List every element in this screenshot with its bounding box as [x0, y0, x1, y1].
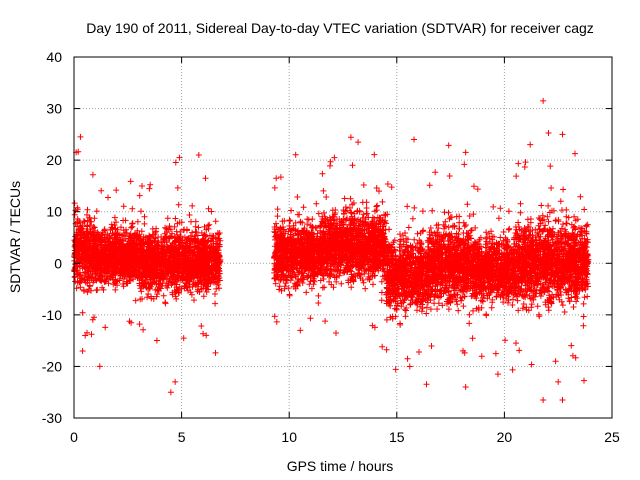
x-tick-label: 25	[604, 429, 620, 445]
y-axis-label: SDTVAR / TECUs	[7, 181, 23, 293]
x-tick-label: 15	[389, 429, 405, 445]
outlier-point	[172, 378, 179, 385]
outlier-point	[462, 384, 469, 391]
outlier-point	[540, 97, 547, 104]
outlier-point	[411, 136, 418, 143]
outlier-point	[355, 139, 362, 146]
plot-frame	[73, 56, 613, 419]
outlier-point	[167, 389, 174, 396]
outlier-point	[331, 154, 338, 161]
outlier-point	[96, 363, 103, 370]
y-tick-label: 30	[46, 101, 62, 117]
tick-labels: 0 5 10 15 20 25 -30 -20 -10 0 10 20 30 40	[42, 49, 620, 445]
outlier-point	[540, 396, 547, 403]
data-points	[71, 97, 592, 403]
x-tick-label: 10	[281, 429, 297, 445]
y-tick-label: 10	[46, 204, 62, 220]
y-tick-label: 20	[46, 152, 62, 168]
outlier-point	[195, 151, 202, 158]
outlier-point	[494, 371, 501, 378]
y-tick-label: -20	[42, 358, 62, 374]
outlier-point	[462, 149, 469, 156]
outlier-point	[77, 133, 84, 140]
outlier-point	[176, 154, 183, 161]
outlier-point	[79, 347, 86, 354]
y-tick-label: 0	[54, 255, 62, 271]
y-tick-label: 40	[46, 49, 62, 65]
x-axis-label: GPS time / hours	[287, 458, 394, 474]
outlier-point	[527, 141, 534, 148]
outlier-point	[404, 355, 411, 362]
chart-title: Day 190 of 2011, Sidereal Day-to-day VTE…	[86, 20, 594, 36]
x-tick-label: 20	[497, 429, 513, 445]
x-tick-label: 0	[70, 429, 78, 445]
scatter-markers	[71, 130, 592, 388]
y-tick-label: -10	[42, 307, 62, 323]
y-tick-label: -30	[42, 410, 62, 426]
axis-ticks	[73, 56, 613, 419]
outlier-point	[559, 131, 566, 138]
outlier-point	[555, 378, 562, 385]
x-tick-label: 5	[178, 429, 186, 445]
outlier-point	[559, 396, 566, 403]
